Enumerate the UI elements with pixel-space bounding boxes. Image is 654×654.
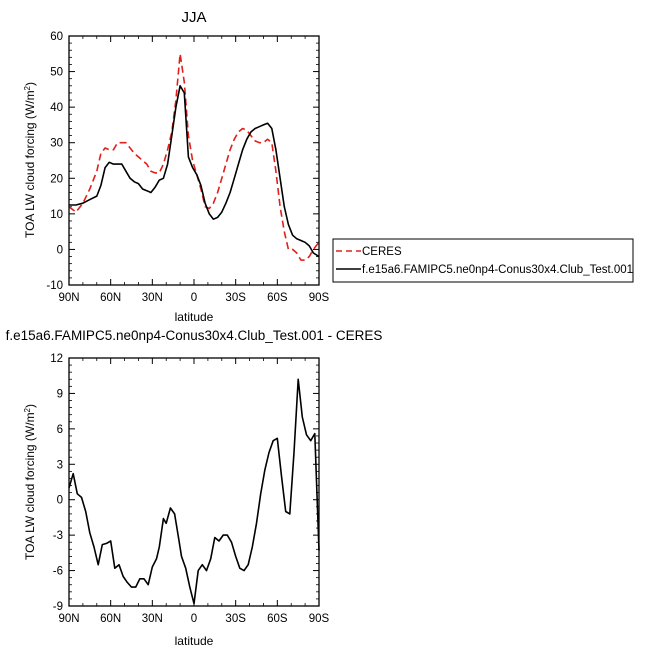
top-x-tick-label: 30S: [225, 292, 246, 304]
bottom-chart-title: f.e15a6.FAMIPC5.ne0np4-Conus30x4.Club_Te…: [6, 328, 383, 343]
top-y-tick-label: 10: [50, 209, 63, 221]
bottom-plot-frame: [68, 357, 320, 607]
top-plot-area: -10 0 10 20 30 40 50 60 90N 60N 30N 0 30S 60S 90S: [46, 31, 329, 304]
top-plot-frame: [68, 35, 320, 286]
top-x-tick-label: 60S: [267, 292, 288, 304]
bottom-y-tick-label: 6: [57, 424, 63, 436]
top-y-tick-label: 30: [50, 138, 63, 150]
top-x-tick-label: 60N: [100, 292, 121, 304]
bottom-y-tick-label: 12: [50, 353, 63, 365]
bottom-plot-area: -9 -6 -3 0 3 6 9 12 90N 60N 30N 0 30S 60S 90S: [50, 353, 329, 625]
top-y-tick-label: 20: [50, 173, 63, 185]
legend-box: [332, 238, 634, 283]
bottom-x-axis-label: latitude: [175, 634, 214, 648]
top-x-tick-label: 0: [191, 292, 197, 304]
top-x-tick-label: 30N: [142, 292, 163, 304]
top-x-tick-label: 90N: [58, 292, 79, 304]
bottom-y-tick-label: 3: [57, 459, 63, 471]
legend-entry-model: f.e15a6.FAMIPC5.ne0np4-Conus30x4.Club_Te…: [362, 264, 633, 276]
top-y-tick-label: 40: [50, 102, 63, 114]
bottom-line-chart: f.e15a6.FAMIPC5.ne0np4-Conus30x4.Club_Te…: [6, 328, 383, 648]
bottom-y-axis-label: TOA LW cloud forcing (W/m2): [23, 404, 37, 560]
top-series-line-model: [69, 85, 320, 258]
bottom-y-tick-label: -9: [53, 601, 63, 613]
top-y-tick-label: 50: [50, 67, 63, 79]
bottom-y-tick-label: -3: [53, 530, 63, 542]
legend: CERES f.e15a6.FAMIPC5.ne0np4-Conus30x4.C…: [332, 238, 634, 283]
bottom-series-line-difference: [68, 378, 320, 605]
top-y-tick-label: 60: [50, 31, 63, 43]
bottom-x-tick-label: 30S: [225, 613, 246, 625]
legend-entry-ceres: CERES: [362, 246, 402, 258]
bottom-y-tick-label: 9: [57, 388, 63, 400]
bottom-x-tick-label: 0: [191, 613, 197, 625]
top-series-line-ceres: [68, 52, 320, 261]
bottom-x-tick-label: 90N: [58, 613, 79, 625]
top-chart-title: JJA: [181, 9, 206, 26]
bottom-x-tick-label: 60N: [100, 613, 121, 625]
bottom-x-tick-label: 30N: [142, 613, 163, 625]
bottom-x-tick-label: 60S: [267, 613, 288, 625]
top-y-axis-label: TOA LW cloud forcing (W/m2): [23, 82, 37, 238]
bottom-y-tick-label: -6: [53, 566, 63, 578]
top-x-axis-label: latitude: [175, 310, 214, 324]
top-y-tick-label: -10: [46, 280, 63, 292]
top-y-tick-label: 0: [57, 244, 63, 256]
top-x-tick-label: 90S: [309, 292, 330, 304]
bottom-x-tick-label: 90S: [309, 613, 330, 625]
bottom-y-tick-label: 0: [57, 495, 63, 507]
